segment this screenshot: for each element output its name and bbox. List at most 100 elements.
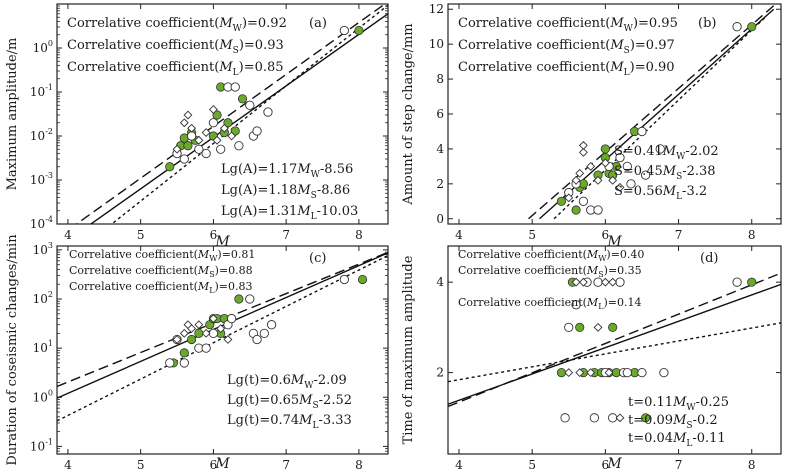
data-point-open bbox=[578, 196, 589, 206]
data-point-diamond bbox=[593, 322, 603, 332]
x-tick-label: 7 bbox=[675, 458, 683, 470]
x-tick-label: 6 bbox=[210, 228, 218, 242]
data-points bbox=[556, 277, 757, 423]
y-tick-label: 100 bbox=[33, 388, 53, 404]
data-point-diamond bbox=[179, 118, 189, 128]
data-point-diamond bbox=[578, 277, 588, 287]
correlation-annotation: Correlative coefficient(MW)=0.40 bbox=[458, 248, 644, 263]
data-point-filled bbox=[357, 274, 368, 285]
data-point-open bbox=[640, 170, 651, 180]
fit-line-dashed bbox=[528, 5, 775, 220]
data-points bbox=[556, 22, 757, 215]
x-tick-label: 8 bbox=[355, 458, 363, 470]
data-point-open bbox=[732, 22, 742, 32]
y-tick-label: 100 bbox=[33, 39, 53, 55]
data-point-diamond bbox=[615, 182, 625, 192]
x-tick-label: 8 bbox=[748, 458, 756, 470]
fit-line-dotted bbox=[553, 15, 767, 220]
data-point-filled bbox=[575, 322, 585, 332]
data-point-diamond bbox=[608, 175, 618, 185]
y-tick-label: 103 bbox=[33, 241, 53, 257]
data-point-open bbox=[659, 367, 669, 378]
x-tick-label: 5 bbox=[137, 458, 145, 470]
y-tick-label: 8 bbox=[436, 72, 444, 86]
data-point-open bbox=[165, 358, 175, 368]
data-point-diamond bbox=[219, 123, 229, 133]
data-point-open bbox=[201, 148, 211, 159]
x-tick-label: 7 bbox=[675, 228, 683, 242]
fit-lines bbox=[57, 251, 388, 422]
y-tick-label: 10 bbox=[429, 37, 444, 51]
y-axis-label: Duration of coseismic changes/min bbox=[5, 234, 20, 466]
data-point-diamond bbox=[208, 314, 218, 324]
x-tick-label: 4 bbox=[455, 228, 463, 242]
data-point-diamond bbox=[201, 128, 211, 137]
plot-frame bbox=[447, 245, 782, 455]
correlation-annotation: Correlative coefficient(ML)=0.85 bbox=[67, 60, 284, 78]
regression-equation: Lg(t)=0.74ML-3.33 bbox=[227, 413, 352, 431]
y-tick-label: 4 bbox=[436, 142, 444, 156]
regression-equation: t=0.11MW-0.25 bbox=[628, 395, 729, 413]
data-point-open bbox=[637, 126, 647, 137]
data-point-open bbox=[179, 154, 189, 164]
regression-equation: S=0.56ML-3.2 bbox=[614, 184, 707, 202]
data-point-diamond bbox=[201, 328, 211, 338]
y-tick-label: 10-1 bbox=[30, 83, 53, 99]
x-tick-label: 7 bbox=[282, 458, 290, 470]
data-point-diamond bbox=[564, 368, 574, 378]
correlation-annotation: Correlative coefficient(MW)=0.81 bbox=[69, 248, 255, 263]
data-point-diamond bbox=[223, 335, 233, 344]
data-point-open bbox=[194, 144, 204, 154]
fit-line-dotted bbox=[57, 254, 388, 422]
data-point-diamond bbox=[227, 131, 237, 141]
data-point-open bbox=[626, 179, 636, 189]
data-point-filled bbox=[234, 294, 244, 304]
y-axis-label: Time of maximum amplitude bbox=[401, 255, 416, 444]
data-point-filled bbox=[183, 141, 193, 151]
data-point-diamond bbox=[608, 277, 618, 287]
data-point-diamond bbox=[575, 168, 585, 178]
regression-equation: Lg(A)=1.18MS-8.86 bbox=[221, 183, 350, 201]
data-point-open bbox=[216, 144, 226, 154]
x-tick-label: 6 bbox=[602, 228, 610, 242]
data-point-filled bbox=[571, 205, 581, 215]
data-point-open bbox=[259, 328, 269, 339]
y-tick-label: 2 bbox=[436, 177, 444, 191]
y-tick-label: 2 bbox=[436, 366, 444, 380]
panel-label: (c) bbox=[309, 251, 326, 266]
correlation-annotation: Correlative coefficient(ML)=0.90 bbox=[458, 60, 675, 78]
data-point-diamond bbox=[575, 368, 585, 378]
y-tick-label: 10-2 bbox=[30, 127, 53, 143]
data-point-filled bbox=[600, 144, 610, 154]
data-point-open bbox=[179, 358, 189, 368]
data-point-diamond bbox=[593, 175, 603, 185]
fit-line-solid bbox=[57, 252, 388, 399]
data-point-filled bbox=[747, 22, 757, 32]
fit-line-dotted bbox=[448, 322, 781, 383]
data-point-diamond bbox=[216, 324, 226, 334]
y-axis-label: Maximum amplitude/m bbox=[5, 38, 20, 191]
x-tick-label: 7 bbox=[282, 228, 290, 242]
data-point-diamond bbox=[183, 110, 193, 120]
correlation-annotation: Correlative coefficient(MW)=0.92 bbox=[67, 16, 287, 34]
data-point-diamond bbox=[571, 277, 581, 287]
data-point-filled bbox=[237, 94, 248, 104]
data-point-filled bbox=[641, 413, 651, 423]
y-tick-label: 10-1 bbox=[30, 437, 53, 453]
correlation-annotation: Correlative coefficient(MW)=0.95 bbox=[458, 16, 678, 34]
data-point-open bbox=[208, 118, 219, 128]
data-point-open bbox=[234, 141, 244, 151]
data-point-diamond bbox=[586, 368, 596, 378]
data-points bbox=[165, 25, 364, 172]
data-point-open bbox=[263, 107, 273, 117]
data-point-diamond bbox=[187, 324, 197, 334]
data-point-diamond bbox=[172, 144, 182, 154]
x-tick-label: 5 bbox=[137, 228, 145, 242]
data-point-open bbox=[266, 320, 277, 330]
fit-line-dashed bbox=[75, 4, 386, 224]
data-point-diamond bbox=[564, 193, 574, 203]
fit-line-solid bbox=[448, 283, 781, 405]
panel-c: 4 5 6 7 8 10-1 100 101 102 103 M Duration of coseis… bbox=[5, 234, 389, 470]
regression-equation: Lg(A)=1.17MW-8.56 bbox=[221, 162, 353, 180]
data-point-filled bbox=[165, 162, 175, 172]
